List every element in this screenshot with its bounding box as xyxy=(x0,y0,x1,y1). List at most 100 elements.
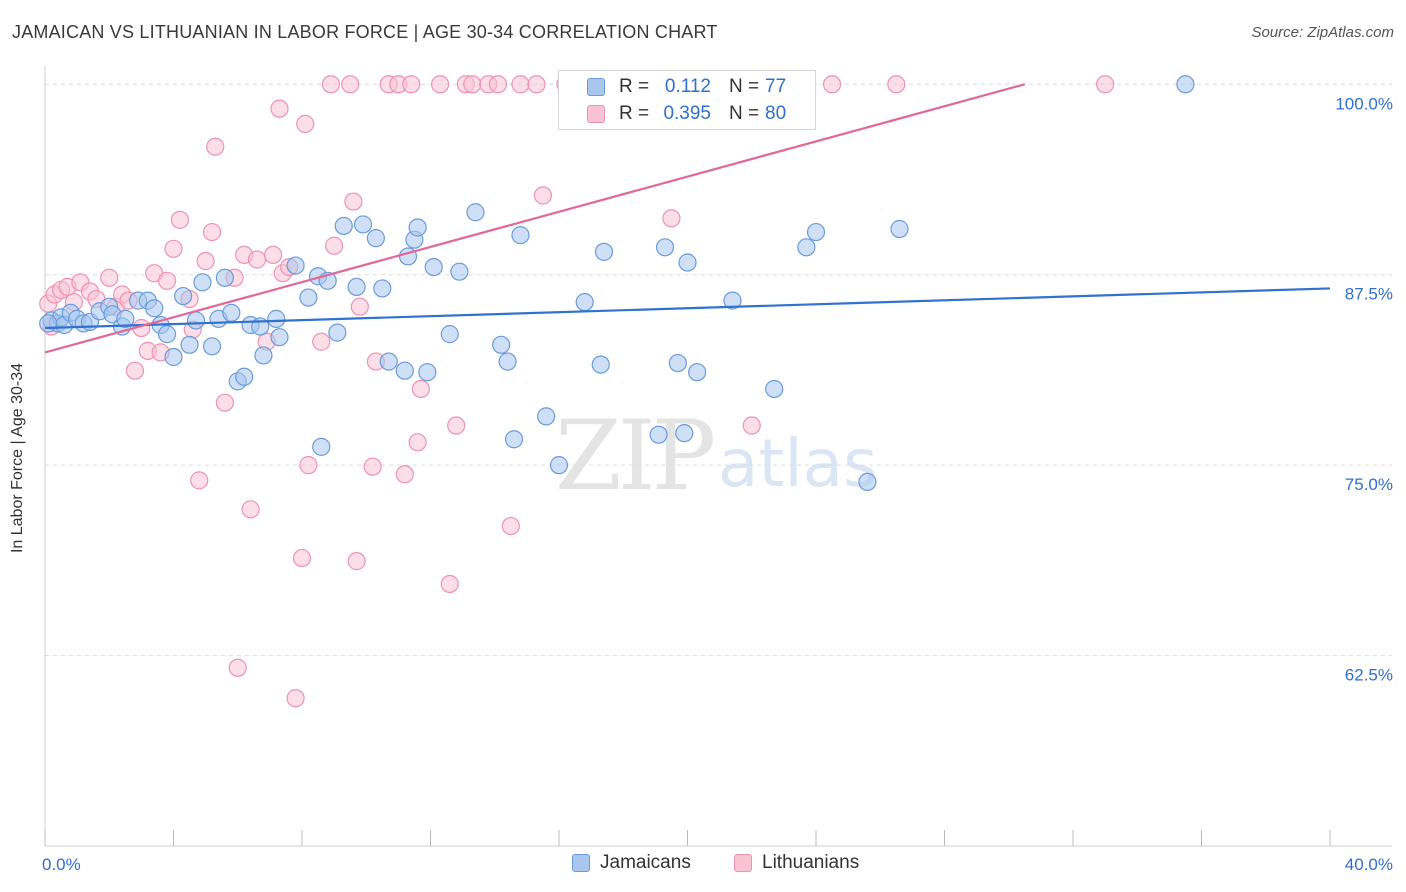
chart-title: JAMAICAN VS LITHUANIAN IN LABOR FORCE | … xyxy=(12,22,718,42)
lithuanian-point xyxy=(363,457,382,476)
jamaican-point xyxy=(299,288,318,307)
jamaican-point xyxy=(270,328,289,347)
lithuanian-point xyxy=(321,75,341,94)
jamaican-point xyxy=(254,346,273,365)
jamaican-point xyxy=(193,273,212,292)
lithuanian-point xyxy=(488,75,508,94)
legend-r-label: R = xyxy=(619,103,650,124)
lithuanian-point xyxy=(341,75,360,94)
lithuanians-points xyxy=(39,75,1115,708)
lithuanian-point xyxy=(1096,75,1115,94)
legend-label-jamaicans: Jamaicans xyxy=(600,852,691,873)
lithuanian-point xyxy=(263,245,283,265)
legend-swatch-blue xyxy=(587,78,605,96)
jamaican-point xyxy=(39,314,58,333)
lithuanian-point xyxy=(202,222,222,242)
y-tick-label: 62.5% xyxy=(1345,666,1393,685)
lithuanian-point xyxy=(292,548,312,568)
lithuanian-point xyxy=(312,332,331,351)
jamaican-point xyxy=(186,311,206,330)
jamaican-point xyxy=(594,242,614,261)
lithuanian-point xyxy=(157,271,177,290)
jamaican-point xyxy=(164,347,183,367)
jamaican-point xyxy=(575,293,594,312)
correlation-legend: R = 0.112 N = 77 R = 0.395 N = 80 xyxy=(558,70,816,130)
lithuanian-point xyxy=(533,186,553,205)
jamaican-point xyxy=(418,363,437,382)
x-tick-label: 40.0% xyxy=(1345,855,1393,874)
lithuanian-point xyxy=(447,416,466,435)
x-tick-label: 0.0% xyxy=(42,855,81,874)
jamaican-point xyxy=(549,456,569,475)
jamaican-point xyxy=(215,268,234,287)
jamaican-point xyxy=(537,407,556,426)
lithuanian-point xyxy=(511,75,530,94)
lithuanian-point xyxy=(402,75,421,94)
jamaicans-trend-line xyxy=(44,287,1331,330)
jamaicans-points xyxy=(39,75,1195,491)
tick-labels: 100.0% 87.5% 75.0% 62.5% 0.0% 40.0% xyxy=(42,94,1393,874)
legend-item-lithuanians[interactable]: Lithuanians xyxy=(734,852,859,874)
jamaican-point xyxy=(395,361,414,380)
lithuanians-trend-line xyxy=(44,83,1026,354)
lithuanian-point xyxy=(463,75,482,94)
jamaican-point xyxy=(806,222,826,242)
legend-n-label: N = xyxy=(729,76,760,97)
jamaican-point xyxy=(655,238,675,257)
legend-label-lithuanians: Lithuanians xyxy=(762,852,860,873)
lithuanian-point xyxy=(501,516,520,536)
watermark-atlas: atlas xyxy=(718,425,878,502)
jamaican-point xyxy=(157,325,177,344)
lithuanian-point xyxy=(206,137,225,156)
jamaican-point xyxy=(450,262,469,281)
legend-swatch-pink xyxy=(734,854,752,872)
lithuanian-point xyxy=(527,75,546,94)
jamaican-point xyxy=(174,286,193,306)
lithuanian-point xyxy=(344,192,363,211)
lithuanian-point xyxy=(887,75,906,94)
y-tick-label: 100.0% xyxy=(1335,94,1393,113)
lithuanian-point xyxy=(296,114,315,133)
trend-lines xyxy=(44,83,1331,354)
legend-r-value: 0.112 xyxy=(664,76,711,97)
lithuanian-point xyxy=(286,689,305,708)
jamaican-point xyxy=(466,203,485,222)
jamaican-point xyxy=(180,335,199,354)
jamaican-point xyxy=(511,226,530,245)
jamaican-point xyxy=(675,424,694,443)
y-axis-label: In Labor Force | Age 30-34 xyxy=(9,362,26,554)
jamaican-point xyxy=(267,309,286,328)
jamaican-point xyxy=(504,430,524,449)
jamaican-point xyxy=(328,323,347,342)
jamaican-point xyxy=(765,379,784,399)
jamaican-point xyxy=(222,303,241,322)
jamaican-point xyxy=(424,257,443,277)
lithuanian-point xyxy=(395,465,414,484)
watermark-zip: ZIP xyxy=(555,400,716,512)
jamaican-point xyxy=(723,291,742,310)
lithuanian-point xyxy=(196,251,215,271)
legend-n-label: N = xyxy=(729,103,760,124)
lithuanian-point xyxy=(347,552,366,571)
lithuanian-point xyxy=(411,379,430,399)
jamaican-point xyxy=(373,279,392,298)
lithuanian-point xyxy=(247,250,267,269)
lithuanian-point xyxy=(325,236,344,255)
jamaican-point xyxy=(312,437,331,456)
legend-r-label: R = xyxy=(619,76,650,97)
legend-row-lithuanians: R = 0.395 N = 80 xyxy=(559,101,817,127)
legend-item-jamaicans[interactable]: Jamaicans xyxy=(572,852,691,874)
jamaican-point xyxy=(116,309,135,328)
legend-n-value: 77 xyxy=(765,76,787,97)
legend-swatch-blue xyxy=(572,854,590,872)
jamaican-point xyxy=(649,425,668,444)
lithuanian-point xyxy=(742,416,761,435)
legend-r-value: 0.395 xyxy=(663,103,711,124)
y-tick-label: 75.0% xyxy=(1345,475,1393,494)
series-legend: Jamaicans Lithuanians xyxy=(0,852,1406,878)
legend-swatch-pink xyxy=(587,105,605,123)
lithuanian-point xyxy=(270,99,289,118)
jamaican-point xyxy=(797,238,816,257)
lithuanian-point xyxy=(215,393,234,412)
